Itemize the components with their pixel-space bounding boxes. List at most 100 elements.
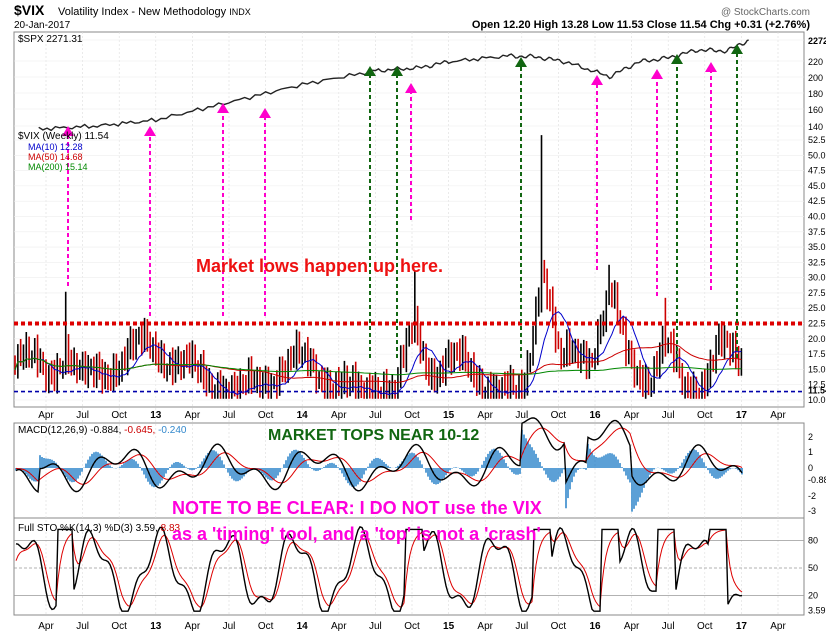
x-tick-label: Apr <box>770 410 786 421</box>
x-tick-label: 16 <box>589 410 601 421</box>
x-tick-label: Oct <box>551 621 567 632</box>
x-tick-label: Apr <box>624 621 640 632</box>
vix-tick-label: 22.5 <box>808 319 826 329</box>
vix-tick-label: 37.5 <box>808 227 826 237</box>
x-tick-label: Apr <box>38 410 54 421</box>
x-tick-label: Oct <box>697 621 713 632</box>
grid-lines <box>14 32 804 615</box>
vix-tick-label: 47.5 <box>808 166 826 176</box>
annotation-arrows <box>62 44 743 358</box>
x-tick-label: Apr <box>624 410 640 421</box>
x-tick-label: Oct <box>404 410 420 421</box>
x-tick-label: 17 <box>736 410 748 421</box>
magenta-arrow-head <box>705 62 717 72</box>
magenta-arrow-head <box>591 75 603 85</box>
x-tick-label: Oct <box>111 621 127 632</box>
x-tick-label: Oct <box>258 621 274 632</box>
chart-exchange: INDX <box>229 7 251 17</box>
price-series <box>14 39 804 399</box>
ma200-line <box>14 357 742 376</box>
vix-tick-label: 12.5 <box>808 380 826 390</box>
sto-d-line <box>15 529 743 608</box>
x-tick-label: Jul <box>76 621 89 632</box>
spx-tick-label: 200 <box>808 73 823 83</box>
ma10-legend: MA(10) 12.28 <box>28 142 83 152</box>
magenta-arrow-head <box>62 126 74 136</box>
sto-legend-label: Full STO %K(14,3) %D(3) 3.59, <box>18 523 158 534</box>
x-tick-label: 13 <box>150 410 162 421</box>
x-tick-label: Oct <box>111 410 127 421</box>
macd-signal-line <box>15 427 743 485</box>
spx-tick-label: 2272 <box>808 36 826 46</box>
sto-legend-d: 8.83 <box>161 523 181 534</box>
sto-legend: Full STO %K(14,3) %D(3) 3.59, 8.83 <box>18 523 181 534</box>
x-tick-label: 13 <box>150 621 162 632</box>
vix-tick-label: 17.5 <box>808 349 826 359</box>
macd-tick-label: -2 <box>808 491 816 501</box>
magenta-arrow-head <box>217 103 229 113</box>
macd-line <box>15 417 743 494</box>
x-tick-label: Jul <box>662 621 675 632</box>
spx-tick-label: 160 <box>808 105 823 115</box>
x-tick-label: Oct <box>551 410 567 421</box>
vix-tick-label: 10.0 <box>808 395 826 405</box>
x-tick-label: Jul <box>369 410 382 421</box>
sto-k-line <box>15 526 743 612</box>
magenta-arrow-head <box>259 108 271 118</box>
annotation-market-lows: Market lows happen up here. <box>196 256 443 276</box>
sto-tick-label: 50 <box>808 563 818 573</box>
macd-legend: MACD(12,26,9) -0.884, -0.645, -0.240 <box>18 425 187 436</box>
x-tick-label: Oct <box>404 621 420 632</box>
vix-tick-label: 20.0 <box>808 334 826 344</box>
macd-series <box>15 417 743 512</box>
x-tick-label: Apr <box>477 621 493 632</box>
macd-tick-label: -0.884 <box>808 475 826 485</box>
chart-name: Volatility Index - New Methodology INDX <box>58 6 251 18</box>
vix-tick-label: 27.5 <box>808 288 826 298</box>
x-tick-label: 14 <box>297 621 309 632</box>
vix-tick-label: 35.0 <box>808 242 826 252</box>
macd-tick-label: 0 <box>808 463 813 473</box>
chart-date: 20-Jan-2017 <box>14 20 71 31</box>
macd-tick-label: -3 <box>808 506 816 516</box>
x-tick-label: Apr <box>770 621 786 632</box>
vix-tick-label: 30.0 <box>808 273 826 283</box>
x-tick-label: Apr <box>185 410 201 421</box>
x-tick-label: Jul <box>515 410 528 421</box>
x-tick-label: Jul <box>662 410 675 421</box>
magenta-arrow-head <box>144 126 156 136</box>
x-tick-label: Oct <box>258 410 274 421</box>
x-tick-label: Jul <box>515 621 528 632</box>
annotation-note-line1: NOTE TO BE CLEAR: I DO NOT use the VIX <box>172 498 542 518</box>
x-tick-label: Jul <box>223 410 236 421</box>
sto-tick-label: 80 <box>808 535 818 545</box>
green-arrow-head <box>731 44 743 54</box>
x-tick-label: Jul <box>369 621 382 632</box>
sto-tick-label: 3.59 <box>808 606 826 616</box>
vix-tick-label: 52.5 <box>808 135 826 145</box>
watermark: @ StockCharts.com <box>721 7 810 18</box>
ma200-legend: MA(200) 15.14 <box>28 162 88 172</box>
green-arrow-head <box>671 54 683 64</box>
sto-panel <box>13 517 805 616</box>
spx-legend: $SPX 2271.31 <box>18 34 83 45</box>
vix-tick-label: 42.5 <box>808 196 826 206</box>
x-tick-label: Jul <box>223 621 236 632</box>
x-tick-label: 15 <box>443 621 455 632</box>
x-tick-label: 15 <box>443 410 455 421</box>
macd-legend-hist: -0.240 <box>158 425 187 436</box>
spx-tick-label: 140 <box>808 122 823 132</box>
ohlc-readout: Open 12.20 High 13.28 Low 11.53 Close 11… <box>472 19 810 31</box>
vix-tick-label: 50.0 <box>808 150 826 160</box>
vix-legend: $VIX (Weekly) 11.54 <box>18 131 109 142</box>
magenta-arrow-head <box>405 83 417 93</box>
spx-tick-label: 180 <box>808 89 823 99</box>
chart-name-text: Volatility Index - New Methodology <box>58 6 227 18</box>
x-tick-label: Apr <box>331 410 347 421</box>
x-tick-label: Oct <box>697 410 713 421</box>
x-tick-label: Apr <box>38 621 54 632</box>
green-arrow-head <box>391 66 403 76</box>
x-tick-label: Apr <box>185 621 201 632</box>
x-tick-label: 16 <box>589 621 601 632</box>
